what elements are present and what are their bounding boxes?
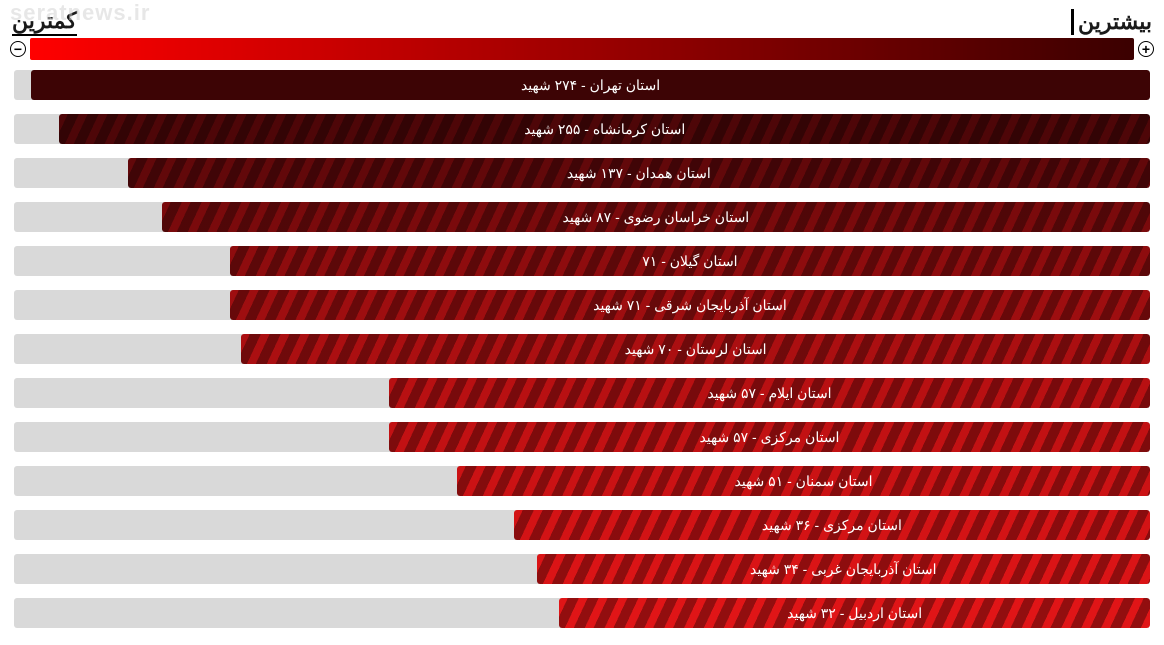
bar-label: استان ایلام - ۵۷ شهید <box>707 385 831 402</box>
bar-track: استان آذربایجان غربی - ۳۴ شهید <box>14 554 1150 584</box>
bar-label: استان لرستان - ۷۰ شهید <box>625 341 767 358</box>
bars-container: استان تهران - ۲۷۴ شهید استان کرمانشاه - ۲… <box>0 70 1164 628</box>
bar-track: استان گیلان - ۷۱ <box>14 246 1150 276</box>
label-most: بیشترین <box>1071 9 1152 35</box>
bar-label: استان سمنان - ۵۱ شهید <box>735 473 873 490</box>
bar-fill: استان خراسان رضوی - ۸۷ شهید <box>162 202 1150 232</box>
bar-fill: استان آذربایجان شرقی - ۷۱ شهید <box>230 290 1150 320</box>
bar-label: استان کرمانشاه - ۲۵۵ شهید <box>524 121 685 138</box>
bar-track: استان سمنان - ۵۱ شهید <box>14 466 1150 496</box>
bar-fill: استان تهران - ۲۷۴ شهید <box>31 70 1150 100</box>
bar-fill: استان سمنان - ۵۱ شهید <box>457 466 1150 496</box>
plus-icon: + <box>1138 41 1154 57</box>
bar-label: استان مرکزی - ۵۷ شهید <box>699 429 839 446</box>
bar-label: استان خراسان رضوی - ۸۷ شهید <box>563 209 750 226</box>
bar-track: استان مرکزی - ۵۷ شهید <box>14 422 1150 452</box>
bar-track: استان همدان - ۱۳۷ شهید <box>14 158 1150 188</box>
bar-label: استان اردبیل - ۳۲ شهید <box>787 605 922 622</box>
bar-track: استان کرمانشاه - ۲۵۵ شهید <box>14 114 1150 144</box>
watermark-text: seratnews.ir <box>10 0 150 26</box>
bar-track: استان لرستان - ۷۰ شهید <box>14 334 1150 364</box>
bar-fill: استان مرکزی - ۵۷ شهید <box>389 422 1150 452</box>
bar-fill: استان ایلام - ۵۷ شهید <box>389 378 1150 408</box>
bar-fill: استان همدان - ۱۳۷ شهید <box>128 158 1150 188</box>
bar-track: استان اردبیل - ۳۲ شهید <box>14 598 1150 628</box>
bar-fill: استان آذربایجان غربی - ۳۴ شهید <box>537 554 1150 584</box>
chart-header: بیشترین کمترین <box>0 0 1164 38</box>
bar-fill: استان لرستان - ۷۰ شهید <box>241 334 1150 364</box>
bar-fill: استان اردبیل - ۳۲ شهید <box>559 598 1150 628</box>
bar-track: استان آذربایجان شرقی - ۷۱ شهید <box>14 290 1150 320</box>
bar-label: استان آذربایجان شرقی - ۷۱ شهید <box>593 297 787 314</box>
bar-track: استان مرکزی - ۳۶ شهید <box>14 510 1150 540</box>
bar-track: استان تهران - ۲۷۴ شهید <box>14 70 1150 100</box>
bar-label: استان همدان - ۱۳۷ شهید <box>567 165 711 182</box>
minus-icon: − <box>10 41 26 57</box>
bar-label: استان گیلان - ۷۱ <box>642 253 737 270</box>
bar-label: استان آذربایجان غربی - ۳۴ شهید <box>750 561 936 578</box>
bar-label: استان مرکزی - ۳۶ شهید <box>762 517 902 534</box>
bar-track: استان ایلام - ۵۷ شهید <box>14 378 1150 408</box>
bar-fill: استان گیلان - ۷۱ <box>230 246 1150 276</box>
legend-row: + − <box>0 38 1164 70</box>
bar-track: استان خراسان رضوی - ۸۷ شهید <box>14 202 1150 232</box>
bar-fill: استان مرکزی - ۳۶ شهید <box>514 510 1150 540</box>
bar-fill: استان کرمانشاه - ۲۵۵ شهید <box>59 114 1150 144</box>
legend-gradient <box>30 38 1134 60</box>
bar-label: استان تهران - ۲۷۴ شهید <box>521 77 660 94</box>
